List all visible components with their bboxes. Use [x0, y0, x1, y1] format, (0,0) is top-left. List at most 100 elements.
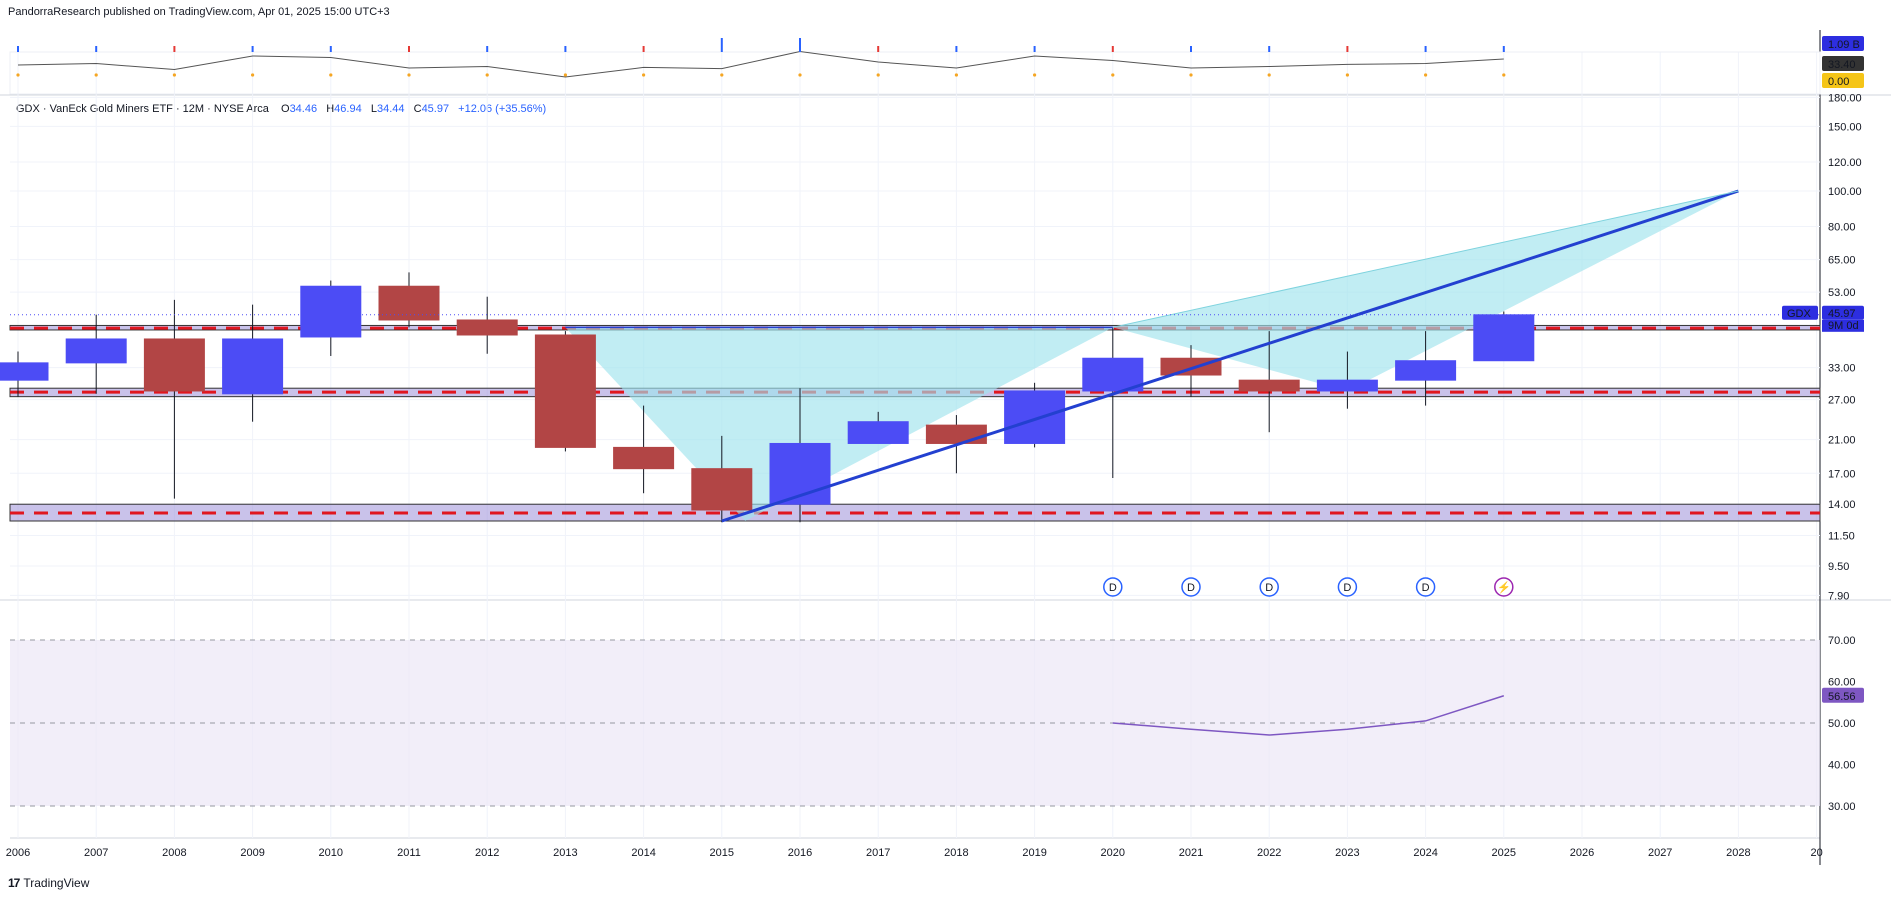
symbol-legend: GDX · VanEck Gold Miners ETF · 12M · NYS…	[16, 103, 546, 115]
oscillator-dot	[720, 73, 724, 77]
time-axis-tick: 2007	[84, 847, 108, 859]
oscillator-dot	[642, 73, 646, 77]
time-axis-tick: 2025	[1492, 847, 1516, 859]
oscillator-dot	[563, 73, 568, 77]
candle-body	[300, 285, 362, 338]
price-axis-tick: 65.00	[1828, 255, 1856, 267]
time-axis-tick: 2016	[788, 847, 812, 859]
time-axis-tick: 20	[1810, 847, 1822, 859]
candle-body	[691, 468, 753, 511]
symbol-badge-text: GDX	[1787, 308, 1812, 320]
dividend-marker-icon	[1181, 577, 1201, 597]
time-axis-tick: 2006	[6, 847, 30, 859]
oscillator-dot	[1267, 73, 1271, 77]
time-axis-tick: 2028	[1726, 847, 1750, 859]
price-axis-tick: 80.00	[1828, 222, 1856, 234]
time-axis-tick: 2011	[397, 847, 421, 859]
oscillator-dot	[1033, 73, 1037, 77]
oscillator-dot	[329, 73, 333, 77]
candle-body	[65, 338, 127, 364]
dividend-marker-icon: D	[1265, 582, 1273, 594]
oscillator-dot	[1502, 73, 1506, 77]
wedge-edge	[1112, 190, 1739, 328]
time-axis-tick: 2008	[162, 847, 186, 859]
rsi-line	[1112, 695, 1505, 736]
split-marker-icon: ⚡	[1497, 581, 1511, 594]
oscillator-line	[17, 50, 1504, 78]
price-axis-tick: 9.50	[1828, 561, 1849, 573]
dividend-marker-icon	[1259, 577, 1279, 597]
rsi-axis-tick: 50.00	[1828, 718, 1856, 730]
candle-body	[1473, 314, 1535, 362]
rsi-badge	[1822, 687, 1864, 703]
trend-line	[721, 189, 1739, 523]
candle-body	[534, 334, 596, 448]
candle-body	[1004, 390, 1066, 444]
tradingview-footer[interactable]: 17 TradingView	[8, 876, 89, 890]
time-axis-tick: 2018	[944, 847, 968, 859]
indicator-badge	[1822, 56, 1864, 71]
price-axis-tick: 180.00	[1828, 92, 1862, 104]
time-axis-tick: 2010	[319, 847, 343, 859]
dividend-marker-icon	[1415, 577, 1436, 597]
indicator-badge-text: 33.40	[1828, 59, 1856, 71]
oscillator-dot	[1345, 73, 1349, 77]
time-axis-tick: 2027	[1648, 847, 1672, 859]
tradingview-logo-icon: 17	[8, 876, 20, 890]
rsi-badge-text: 56.56	[1828, 691, 1856, 703]
oscillator-pane	[9, 51, 1821, 95]
high-label: H	[326, 103, 335, 115]
candle-body	[925, 424, 987, 444]
oscillator-dot	[1111, 73, 1115, 77]
tradingview-brand: TradingView	[23, 876, 90, 890]
candle-body	[1316, 379, 1378, 392]
oscillator-dot	[876, 73, 880, 77]
candle-body	[143, 338, 205, 392]
oscillator-dot	[251, 73, 255, 77]
price-axis-tick: 14.00	[1828, 499, 1856, 511]
close-label: C	[413, 103, 422, 115]
dividend-marker-icon	[1337, 577, 1358, 597]
oscillator-dot	[798, 73, 802, 77]
low-value: 34.44	[376, 103, 405, 115]
time-axis-tick: 2009	[240, 847, 264, 859]
dividend-marker-icon: D	[1422, 582, 1430, 594]
price-axis-tick: 11.50	[1828, 531, 1855, 543]
candle-body	[1238, 379, 1300, 392]
oscillator-dot	[485, 73, 489, 77]
rsi-axis-tick: 30.00	[1828, 801, 1856, 813]
time-axis-tick: 2012	[475, 847, 499, 859]
volume-badge-text: 1.09 B	[1828, 39, 1860, 51]
time-axis-tick: 2019	[1022, 847, 1046, 859]
rsi-axis-tick: 60.00	[1828, 677, 1856, 689]
price-axis-tick: 100.00	[1828, 186, 1862, 198]
oscillator-dot	[172, 73, 176, 77]
symbol-title[interactable]: GDX · VanEck Gold Miners ETF · 12M · NYS…	[16, 103, 269, 115]
rsi-axis-tick: 40.00	[1828, 760, 1856, 772]
candle-body	[222, 338, 284, 395]
dividend-marker-icon: D	[1187, 582, 1195, 594]
time-axis-tick: 2021	[1179, 847, 1203, 859]
dividend-marker-icon: D	[1109, 582, 1117, 594]
oscillator-dot	[1424, 73, 1428, 77]
close-value: 45.97	[421, 103, 450, 115]
candle-body	[1082, 357, 1144, 392]
indicator-badge-zero-text: 0.00	[1828, 76, 1849, 88]
candle-body	[0, 362, 49, 381]
oscillator-dot	[954, 73, 959, 77]
candle-body	[456, 319, 518, 336]
time-axis-tick: 2020	[1101, 847, 1125, 859]
price-axis-tick: 150.00	[1828, 121, 1862, 133]
candle-body	[378, 285, 440, 321]
oscillator-dot	[1189, 73, 1193, 77]
indicator-badge-zero	[1822, 73, 1864, 88]
oscillator-dot	[407, 73, 411, 77]
time-axis-tick: 2014	[631, 847, 655, 859]
split-marker-icon	[1494, 577, 1514, 597]
price-axis-tick: 21.00	[1828, 435, 1856, 447]
candle-body	[1395, 360, 1457, 381]
time-axis-tick: 2026	[1570, 847, 1594, 859]
time-axis-tick: 2013	[553, 847, 577, 859]
time-axis-tick: 2022	[1257, 847, 1281, 859]
